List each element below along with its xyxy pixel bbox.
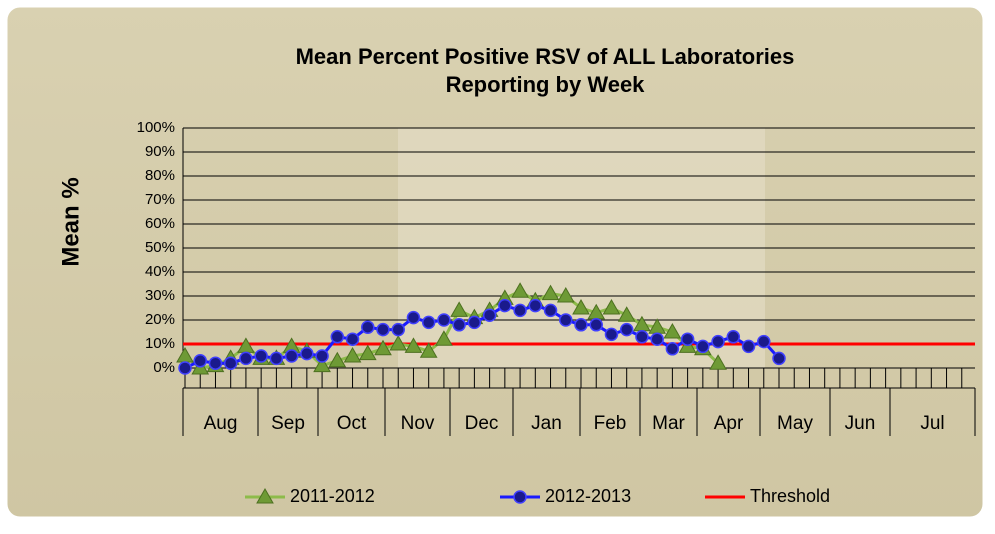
data-point <box>450 301 469 317</box>
legend-label: 2012-2013 <box>545 486 631 506</box>
month-label: Apr <box>714 413 744 434</box>
data-point <box>513 303 527 318</box>
data-point <box>284 349 299 363</box>
data-point <box>513 490 527 504</box>
chart-title: Mean Percent Positive RSV of ALL Laborat… <box>296 44 795 69</box>
data-point <box>511 282 529 298</box>
data-point <box>619 322 634 337</box>
data-point <box>726 330 741 344</box>
data-point <box>315 349 329 363</box>
data-point <box>665 342 680 356</box>
data-point <box>650 332 664 346</box>
y-tick-label: 30% <box>145 287 175 304</box>
data-point <box>696 339 710 354</box>
y-tick-label: 80% <box>145 167 175 184</box>
data-point <box>330 330 345 344</box>
month-label: Jun <box>845 413 876 434</box>
data-point <box>482 308 497 322</box>
y-tick-label: 100% <box>137 119 175 136</box>
month-label: Mar <box>652 413 685 434</box>
data-point <box>452 318 466 332</box>
data-point <box>256 487 274 504</box>
y-tick-label: 0% <box>153 359 175 376</box>
chart-subtitle: Reporting by Week <box>446 72 646 97</box>
data-point <box>269 351 284 366</box>
series-line <box>184 303 781 370</box>
data-point <box>572 298 590 315</box>
data-point <box>757 334 771 349</box>
data-point <box>541 284 560 301</box>
y-tick-label: 90% <box>145 143 175 160</box>
data-point <box>467 315 482 330</box>
data-point <box>559 313 573 327</box>
month-label: Sep <box>271 413 305 434</box>
y-tick-label: 50% <box>145 239 175 256</box>
data-point <box>361 320 375 334</box>
data-point <box>419 342 438 358</box>
data-point <box>709 354 727 370</box>
month-label: Aug <box>204 413 238 434</box>
data-point <box>602 298 621 315</box>
month-label: Jul <box>920 413 944 434</box>
data-point <box>741 339 756 354</box>
data-point <box>711 334 725 349</box>
month-label: May <box>777 413 813 434</box>
month-label: Feb <box>594 413 627 434</box>
data-point <box>556 286 575 303</box>
data-point <box>313 356 331 373</box>
y-tick-label: 20% <box>145 311 175 328</box>
y-tick-label: 60% <box>145 215 175 232</box>
data-point <box>254 349 268 363</box>
y-tick-label: 40% <box>145 263 175 280</box>
legend-label: 2011-2012 <box>290 486 375 506</box>
data-point <box>421 315 436 330</box>
data-point <box>604 327 619 342</box>
data-point <box>543 303 558 318</box>
data-point <box>178 361 192 375</box>
data-point <box>528 298 543 313</box>
data-point <box>589 318 603 332</box>
month-label: Jan <box>531 413 562 434</box>
data-point <box>635 330 649 344</box>
data-point <box>617 306 636 322</box>
data-point <box>772 351 786 366</box>
data-point <box>435 330 453 346</box>
data-point <box>663 322 682 339</box>
data-point <box>208 356 223 370</box>
y-tick-label: 70% <box>145 191 175 208</box>
data-point <box>498 298 512 313</box>
month-label: Oct <box>337 413 367 434</box>
data-point <box>193 354 207 368</box>
data-point <box>391 322 405 337</box>
data-point <box>406 310 421 325</box>
data-point <box>437 313 451 327</box>
y-axis-label: Mean % <box>57 177 84 266</box>
data-point <box>300 346 314 361</box>
month-label: Dec <box>465 413 499 434</box>
data-point <box>374 339 392 356</box>
data-point <box>376 322 390 337</box>
data-point <box>389 334 408 351</box>
month-label: Nov <box>401 413 435 434</box>
legend-label: Threshold <box>750 486 830 506</box>
data-point <box>680 332 695 346</box>
data-point <box>574 318 588 332</box>
data-point <box>328 351 347 368</box>
data-point <box>345 332 360 346</box>
data-point <box>358 344 377 361</box>
data-point <box>404 337 423 353</box>
y-tick-label: 10% <box>145 335 175 352</box>
data-point <box>223 356 238 370</box>
data-point <box>343 346 362 363</box>
data-point <box>239 351 253 366</box>
